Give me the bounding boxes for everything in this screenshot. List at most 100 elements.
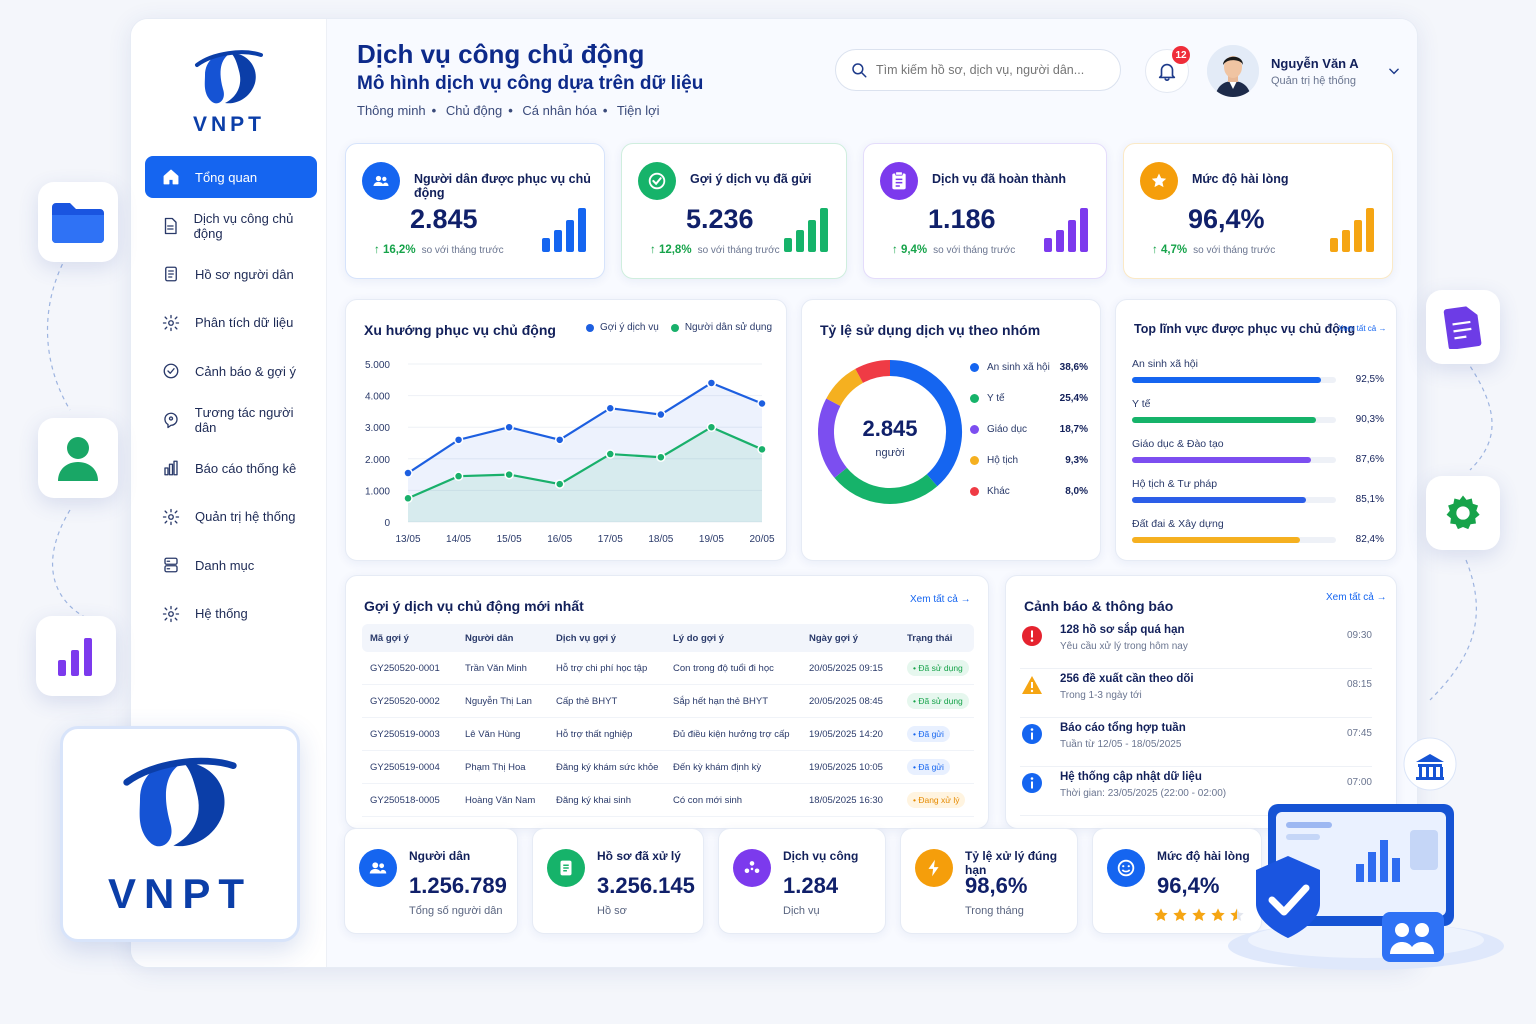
table-row[interactable]: GY250520-0001 Trần Văn Minh Hỗ trợ chi phí… [362, 652, 974, 685]
data-point[interactable] [706, 422, 717, 432]
sidebar-item-label: Cảnh báo & gợi ý [195, 363, 297, 379]
data-point[interactable] [504, 422, 514, 432]
alert-item[interactable]: Báo cáo tổng hợp tuần Tuần từ 12/05 - 18/… [1020, 718, 1372, 767]
x-tick-label: 20/05 [749, 534, 774, 545]
check-circle-icon [161, 361, 181, 381]
data-point[interactable] [403, 468, 413, 478]
kpi-card-suggestions[interactable]: Gợi ý dịch vụ đã gửi 5.236 ↑ 12,8% so với… [621, 143, 847, 279]
vnpt-logo[interactable]: VNPT [189, 45, 269, 137]
y-tick-label: 3.000 [365, 423, 390, 434]
status-cell: • Đã sử dụng [907, 693, 974, 709]
kpi-row: Người dân được phục vụ chủ động 2.845 ↑ … [345, 143, 1395, 281]
table-cell: Hỗ trợ chi phí học tập [556, 662, 648, 674]
avatar[interactable] [1207, 45, 1259, 97]
sidebar-item-1[interactable]: Tổng quan [145, 156, 317, 198]
user-menu[interactable]: Nguyễn Văn A Quản trị hệ thống [1207, 45, 1401, 97]
data-point[interactable] [706, 378, 717, 388]
data-point[interactable] [453, 435, 464, 445]
sidebar-item-5[interactable]: Cảnh báo & gợi ý [145, 350, 317, 392]
trend-legend: Gợi ý dịch vụ Người dân sử dụng [586, 322, 772, 333]
search-input[interactable] [876, 63, 1096, 77]
alert-subtitle: Thời gian: 23/05/2025 (22:00 - 02:00) [1060, 788, 1227, 799]
vnpt-logo-icon [123, 757, 237, 847]
top-field-track [1132, 537, 1336, 543]
y-tick-label: 2.000 [365, 455, 390, 466]
table-row[interactable]: GY250519-0003 Lê Văn Hùng Hỗ trợ thất nghi… [362, 718, 974, 751]
donut-panel: Tỷ lệ sử dụng dịch vụ theo nhóm 2.845 ngư… [801, 299, 1101, 561]
kpi-card-completed[interactable]: Dịch vụ đã hoàn thành 1.186 ↑ 9,4% so với… [863, 143, 1107, 279]
donut-slice[interactable] [818, 398, 848, 478]
stat-card[interactable]: Hồ sơ đã xử lý 3.256.145 Hồ sơ [532, 828, 704, 934]
alerts-list: 128 hồ sơ sắp quá hạn Yêu cầu xử lý trong… [1020, 620, 1372, 816]
data-point[interactable] [656, 452, 666, 462]
table-cell: Hỗ trợ thất nghiệp [556, 728, 633, 740]
table-row[interactable]: GY250518-0005 Hoàng Văn Nam Đăng ký khai s… [362, 784, 974, 817]
data-point[interactable] [757, 444, 767, 455]
donut-legend-item: Hộ tịch 9,3% [970, 455, 1088, 466]
alert-subtitle: Yêu cầu xử lý trong hôm nay [1060, 641, 1188, 652]
chevron-down-icon[interactable] [1387, 64, 1401, 78]
x-tick-label: 15/05 [497, 534, 522, 545]
top-field-bar [1132, 377, 1321, 383]
donut-slice[interactable] [855, 360, 891, 384]
alert-item[interactable]: Hệ thống cập nhật dữ liệu Thời gian: 23/0… [1020, 767, 1372, 816]
donut-slice[interactable] [826, 368, 864, 407]
stat-card[interactable]: Mức độ hài lòng 96,4% [1092, 828, 1262, 934]
sidebar-item-label: Dịch vụ công chủ động [193, 210, 294, 241]
data-point[interactable] [605, 449, 616, 459]
search-icon [852, 63, 867, 78]
alert-time: 07:00 [1346, 777, 1372, 788]
data-point[interactable] [757, 398, 767, 409]
table-cell: Lê Văn Hùng [465, 728, 521, 740]
table-body: GY250520-0001 Trần Văn Minh Hỗ trợ chi phí… [362, 652, 974, 817]
alert-item[interactable]: 256 đề xuất cần theo dõi Trong 1-3 ngày t… [1020, 669, 1372, 718]
search-box[interactable] [835, 49, 1121, 91]
table-title: Gợi ý dịch vụ chủ động mới nhất [364, 598, 584, 614]
smile-icon [1107, 849, 1145, 887]
table-cell: GY250520-0002 [370, 695, 440, 707]
stat-card[interactable]: Người dân 1.256.789 Tổng số người dân [344, 828, 518, 934]
kpi-card-satisfaction[interactable]: Mức độ hài lòng 96,4% ↑ 4,7% so với tháng… [1123, 143, 1393, 279]
stat-value: 96,4% [1157, 873, 1220, 898]
data-point[interactable] [504, 469, 514, 480]
data-point[interactable] [605, 403, 616, 413]
sidebar-item-10[interactable]: Hệ thống [145, 593, 317, 635]
data-point[interactable] [453, 471, 464, 481]
kpi-card-served[interactable]: Người dân được phục vụ chủ động 2.845 ↑ … [345, 143, 605, 279]
see-all-link[interactable]: Xem tất cả → [910, 594, 971, 605]
notification-button[interactable]: 12 [1145, 46, 1190, 93]
kpi-label: Người dân được phục vụ chủ động [414, 172, 591, 200]
top-field-item: Y tế 90,3% [1132, 398, 1384, 438]
kpi-value: 96,4% [1188, 204, 1265, 234]
sidebar-item-3[interactable]: Hồ sơ người dân [145, 253, 317, 295]
table-row[interactable]: GY250520-0002 Nguyễn Thị Lan Cấp thẻ BHYT S… [362, 685, 974, 718]
data-point[interactable] [554, 479, 565, 489]
file-list-icon [161, 264, 181, 284]
settings-tile [1426, 476, 1500, 550]
top-field-value: 85,1% [1355, 494, 1384, 505]
sidebar-item-6[interactable]: Tương tác người dân [145, 399, 317, 441]
sidebar-item-2[interactable]: Dịch vụ công chủ động [145, 205, 317, 247]
sidebar-item-4[interactable]: Phân tích dữ liệu [145, 302, 317, 344]
donut-slice[interactable] [889, 360, 962, 487]
stat-card[interactable]: Dịch vụ công 1.284 Dịch vụ [718, 828, 886, 934]
sidebar-item-8[interactable]: Quản trị hệ thống [145, 496, 317, 538]
alert-item[interactable]: 128 hồ sơ sắp quá hạn Yêu cầu xử lý trong… [1020, 620, 1372, 669]
donut-center-label: người [875, 447, 904, 459]
table-row[interactable]: GY250519-0004 Phạm Thị Hoa Đăng ký khám sứ… [362, 751, 974, 784]
table-cell: 19/05/2025 14:20 [809, 728, 883, 740]
stat-card[interactable]: Tỷ lệ xử lý đúng hạn 98,6% Trong tháng [900, 828, 1078, 934]
data-point[interactable] [554, 435, 565, 445]
top-field-value: 82,4% [1355, 534, 1384, 545]
bar-chart-icon [161, 458, 181, 478]
sidebar-item-9[interactable]: Danh mục [145, 544, 317, 586]
donut-slice[interactable] [834, 467, 938, 504]
see-all-link[interactable]: Xem tất cả → [1326, 592, 1387, 603]
vnpt-logo-card: VNPT [60, 726, 300, 942]
sidebar-item-7[interactable]: Báo cáo thống kê [145, 447, 317, 489]
sidebar-item-label: Phân tích dữ liệu [195, 315, 294, 330]
top-field-item: Đất đai & Xây dựng 82,4% [1132, 518, 1384, 558]
see-all-link[interactable]: Xem tất cả → [1338, 324, 1387, 333]
data-point[interactable] [656, 409, 666, 420]
data-point[interactable] [403, 493, 413, 504]
